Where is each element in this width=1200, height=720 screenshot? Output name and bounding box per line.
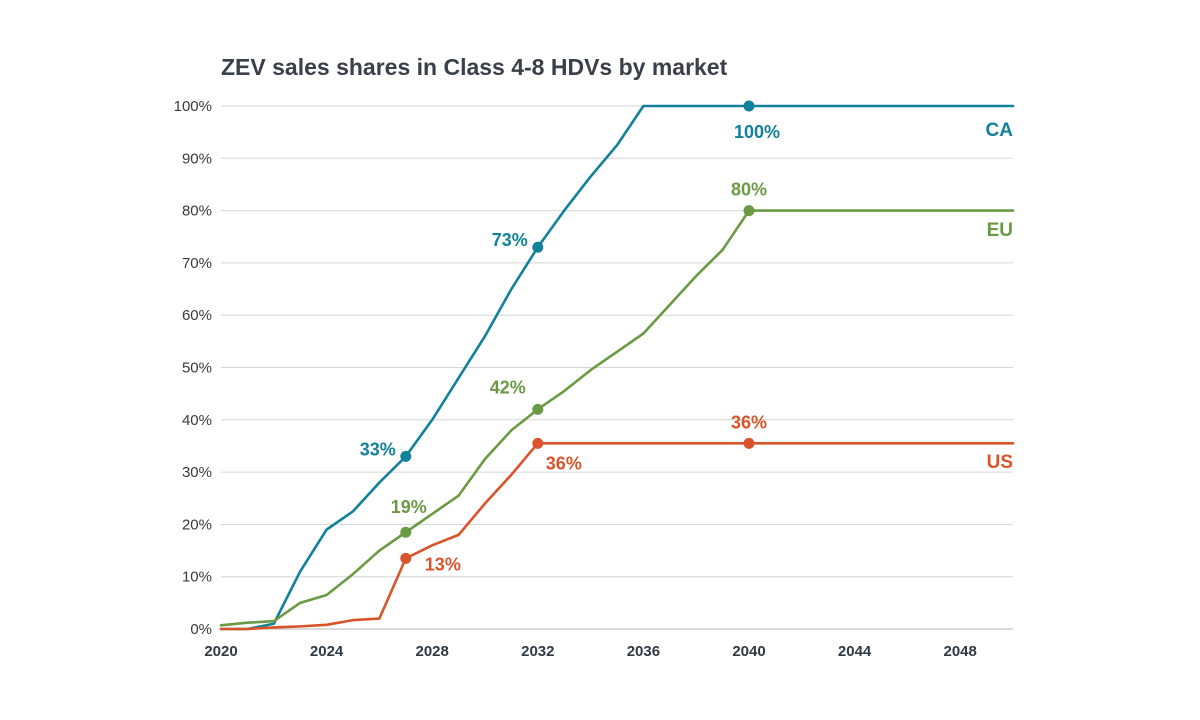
x-tick-label: 2048 [944,643,977,660]
data-labels: 33% 73% 100% CA 19% 42% 80% EU 13% 36% 36% US [360,120,1013,574]
y-axis-ticks: 0% 10% 20% 30% 40% 50% 60% 70% 80% 90% 100% [174,98,212,638]
data-label-us: 13% [425,554,461,574]
y-tick-label: 60% [182,307,212,324]
y-tick-label: 50% [182,360,212,377]
y-tick-label: 10% [182,569,212,586]
y-tick-label: 30% [182,464,212,481]
y-tick-label: 80% [182,203,212,220]
x-tick-label: 2032 [521,643,554,660]
data-label-eu: 42% [490,377,526,397]
y-tick-label: 40% [182,412,212,429]
data-label-ca: 73% [492,230,528,250]
gridlines [221,105,1013,630]
x-tick-label: 2020 [204,643,237,660]
series-line-us [219,442,1015,631]
data-label-ca: 33% [360,439,396,459]
y-tick-label: 0% [190,621,212,638]
data-label-eu: 19% [391,497,427,517]
marker-us [400,552,412,564]
marker-eu [532,403,544,415]
marker-us [532,437,544,449]
y-tick-label: 90% [182,150,212,167]
marker-ca [400,450,412,462]
series-label-eu: EU [987,220,1013,241]
data-label-us: 36% [731,412,767,432]
x-axis-ticks: 2020 2024 2028 2032 2036 2040 2044 2048 [204,643,977,660]
y-tick-label: 20% [182,516,212,533]
data-label-us: 36% [546,453,582,473]
marker-eu [743,205,755,217]
y-tick-label: 70% [182,255,212,272]
marker-ca [743,100,755,112]
series-label-us: US [987,452,1013,473]
marker-us [743,437,755,449]
data-label-ca: 100% [734,122,780,142]
chart-title: ZEV sales shares in Class 4-8 HDVs by ma… [221,54,728,80]
x-tick-label: 2024 [310,643,344,660]
x-tick-label: 2028 [416,643,449,660]
data-label-eu: 80% [731,180,767,200]
marker-eu [400,526,412,538]
y-tick-label: 100% [174,98,212,115]
marker-ca [532,241,544,253]
series-label-ca: CA [986,120,1014,141]
series-line-eu [219,209,1015,627]
x-tick-label: 2036 [627,643,660,660]
x-tick-label: 2040 [732,643,765,660]
data-markers [400,100,755,564]
series-line-ca [219,104,1015,631]
x-tick-label: 2044 [838,643,872,660]
